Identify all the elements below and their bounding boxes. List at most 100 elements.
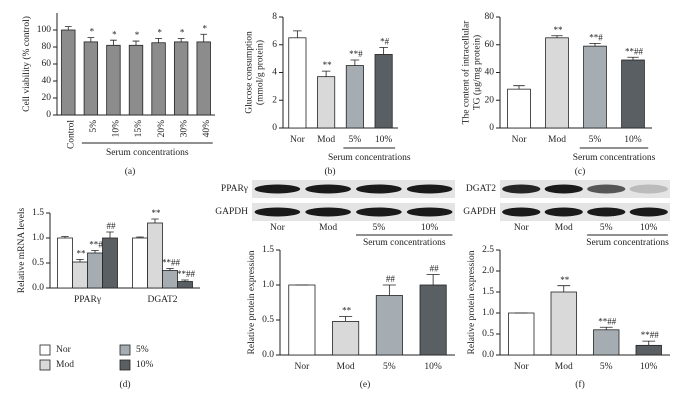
y-tick-label: 4	[272, 68, 277, 78]
panel-label: (d)	[119, 379, 130, 390]
bar	[72, 261, 88, 289]
blot-band	[502, 184, 541, 194]
blot-lane-label: Mod	[555, 223, 573, 233]
x-tick-label: Mod	[555, 362, 573, 372]
error-bar	[61, 236, 69, 238]
bar	[288, 284, 316, 356]
y-tick-label: 0.0	[482, 350, 494, 360]
blot-lane-label: 10%	[640, 223, 658, 233]
blot-lane-label: 5%	[600, 223, 613, 233]
error-bar	[177, 38, 185, 42]
y-tick-label: 1.0	[262, 280, 274, 290]
annotation: *	[135, 30, 140, 40]
blot-band	[587, 184, 626, 194]
panel-label: (f)	[575, 379, 585, 390]
bar	[173, 41, 189, 116]
bar	[61, 29, 76, 116]
group-label: Serum concentrations	[106, 148, 189, 158]
y-tick-label: 2.0	[482, 266, 494, 276]
y-tick-label: 80	[485, 12, 495, 22]
error-bar	[151, 218, 159, 223]
panel-label: (e)	[360, 379, 371, 390]
legend-label: Nor	[56, 345, 72, 355]
group-label: Serum concentrations	[328, 153, 411, 163]
annotation: ##	[386, 274, 396, 284]
error-bar	[321, 70, 331, 77]
annotation: ##	[107, 221, 117, 231]
y-axis-label-line: Glucose consumption	[245, 31, 255, 114]
legend-label: 10%	[136, 360, 154, 370]
bar	[635, 344, 662, 356]
panel-label: (a)	[125, 166, 136, 177]
error-bar	[426, 274, 440, 285]
bar	[288, 37, 307, 129]
y-axis-label-line: The content of intracellular	[461, 20, 472, 124]
legend-label: 5%	[136, 345, 149, 355]
y-axis-label: Relative protein expression	[467, 250, 477, 354]
annotation: *	[157, 28, 162, 38]
blot-band	[544, 184, 583, 194]
bar	[345, 65, 364, 129]
y-tick-label: 1.0	[32, 233, 44, 243]
y-axis-label-line: Relative protein expression	[247, 250, 257, 354]
error-bar	[627, 56, 639, 61]
x-tick-label: Nor	[512, 135, 528, 145]
panel-label: (b)	[324, 166, 335, 177]
blot-band	[544, 207, 583, 217]
error-bar	[382, 284, 396, 296]
error-bar	[110, 39, 117, 46]
blot-band	[305, 184, 351, 194]
error-bar	[589, 42, 601, 47]
x-tick-label: 10%	[424, 362, 442, 372]
bar	[621, 59, 645, 129]
y-tick-label: 0	[489, 123, 494, 133]
y-tick-label: 0.5	[32, 258, 44, 268]
y-tick-label: 1.0	[482, 308, 494, 318]
y-tick-label: 20	[42, 93, 52, 103]
y-tick-label: 0.0	[32, 283, 44, 293]
x-tick-label: 30%	[179, 120, 189, 138]
x-tick-label: 5%	[589, 135, 602, 145]
annotation: **##	[177, 269, 196, 279]
error-bar	[136, 236, 144, 238]
bar	[83, 41, 99, 116]
error-bar	[293, 30, 302, 38]
y-tick-label: 20	[485, 95, 495, 105]
annotation: *	[90, 27, 95, 37]
error-bar	[91, 250, 99, 253]
y-axis-label: Glucose consumption(mmol/g protein)	[245, 31, 266, 114]
bar	[196, 41, 211, 116]
error-bar	[557, 285, 571, 292]
blot-band	[406, 184, 453, 194]
error-bar	[642, 340, 656, 346]
annotation: **#	[349, 49, 363, 59]
y-axis-label-line: (mmol/g protein)	[255, 40, 266, 105]
bar	[374, 54, 393, 129]
bar	[593, 329, 620, 356]
y-tick-label: 0.5	[482, 329, 494, 339]
blot-band	[254, 207, 301, 217]
bar	[147, 222, 163, 289]
annotation: *	[180, 28, 185, 38]
x-tick-label: 20%	[157, 120, 167, 138]
blot-band	[502, 207, 541, 217]
blot-lane-label: Nor	[270, 223, 286, 233]
y-tick-label: 2	[272, 95, 277, 105]
legend-swatch	[119, 359, 131, 371]
x-tick-label: DGAT2	[147, 295, 177, 305]
annotation: **#	[89, 240, 103, 250]
y-tick-label: 60	[42, 59, 52, 69]
y-axis-label: Relative protein expression	[247, 250, 257, 354]
annotation: *#	[380, 37, 390, 47]
y-tick-label: 40	[42, 76, 52, 86]
bar	[162, 270, 178, 289]
error-bar	[181, 279, 189, 282]
bar	[375, 295, 403, 356]
error-bar	[155, 38, 162, 43]
bar	[57, 237, 73, 289]
bar	[545, 37, 569, 129]
error-bar	[87, 37, 95, 42]
annotation: **##	[641, 330, 660, 340]
annotation: **##	[598, 316, 617, 326]
blot-band	[305, 207, 351, 217]
